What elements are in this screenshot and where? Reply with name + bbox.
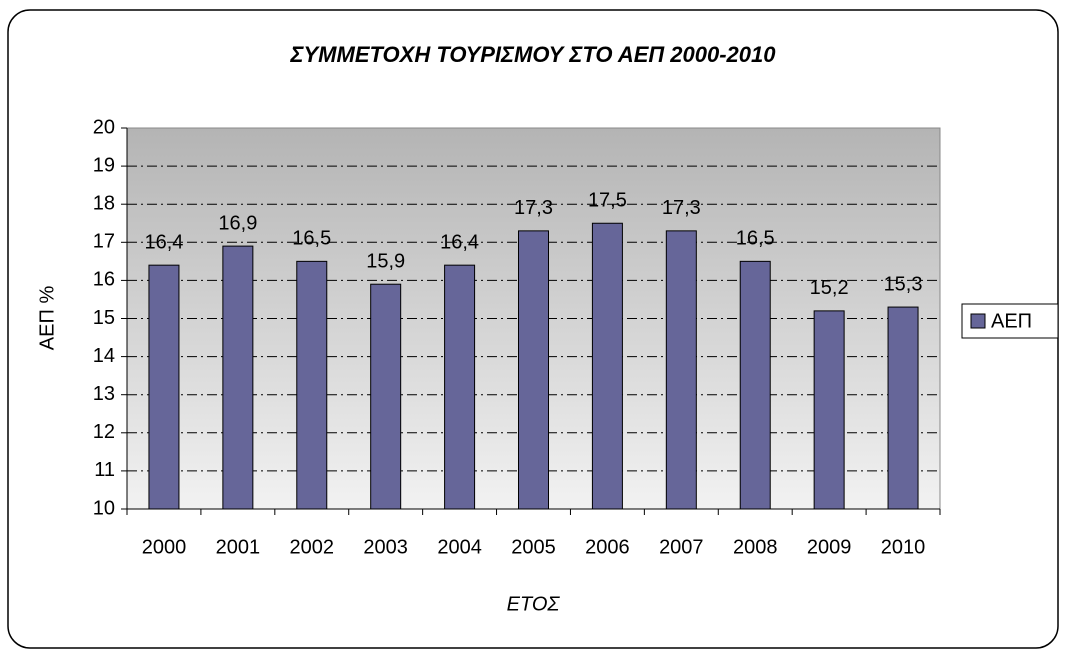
bar <box>444 264 476 510</box>
data-label: 15,3 <box>884 273 923 295</box>
x-tick-label: 2006 <box>585 536 630 558</box>
legend-swatch <box>970 313 986 329</box>
y-tick-label: 14 <box>93 345 115 367</box>
y-tick-label: 16 <box>93 269 115 291</box>
x-tick-label: 2010 <box>881 536 926 558</box>
bar <box>665 230 697 510</box>
y-tick-label: 11 <box>94 459 115 481</box>
y-tick-label: 20 <box>93 116 115 138</box>
x-tick-label: 2007 <box>659 536 704 558</box>
y-tick-label: 17 <box>93 231 115 253</box>
x-tick-label: 2002 <box>290 536 335 558</box>
y-tick-label: 12 <box>93 421 115 443</box>
x-tick-label: 2005 <box>511 536 556 558</box>
bar <box>222 245 254 510</box>
x-axis-title: ΕΤΟΣ <box>507 593 561 615</box>
data-label: 16,4 <box>144 231 183 253</box>
y-tick-label: 13 <box>93 383 115 405</box>
data-label: 17,3 <box>662 197 701 219</box>
x-tick-label: 2001 <box>216 536 261 558</box>
bar <box>739 260 771 510</box>
data-label: 17,5 <box>588 190 627 212</box>
data-label: 16,5 <box>292 228 331 250</box>
bar <box>813 310 845 510</box>
chart-title: ΣΥΜΜΕΤΟΧΗ ΤΟΥΡΙΣΜΟΥ ΣΤΟ ΑΕΠ 2000-2010 <box>290 42 777 67</box>
x-tick-label: 2009 <box>807 536 852 558</box>
x-tick-label: 2000 <box>142 536 187 558</box>
data-label: 15,9 <box>366 250 405 272</box>
bar <box>370 283 402 510</box>
y-axis-title: ΑΕΠ % <box>36 286 58 351</box>
y-tick-label: 19 <box>93 154 115 176</box>
bar <box>296 260 328 510</box>
y-tick-label: 18 <box>93 192 115 214</box>
bar <box>591 222 623 510</box>
data-label: 16,5 <box>736 228 775 250</box>
y-tick-label: 15 <box>93 307 115 329</box>
x-tick-label: 2008 <box>733 536 778 558</box>
y-tick-label: 10 <box>93 497 115 519</box>
bar <box>887 306 919 510</box>
bar <box>518 230 549 510</box>
data-label: 16,9 <box>218 212 257 234</box>
legend-label: ΑΕΠ <box>991 310 1032 332</box>
data-label: 15,2 <box>810 277 849 299</box>
bar <box>148 264 180 510</box>
data-label: 17,3 <box>514 197 553 219</box>
x-tick-label: 2003 <box>363 536 408 558</box>
data-label: 16,4 <box>440 231 479 253</box>
x-tick-label: 2004 <box>437 536 482 558</box>
